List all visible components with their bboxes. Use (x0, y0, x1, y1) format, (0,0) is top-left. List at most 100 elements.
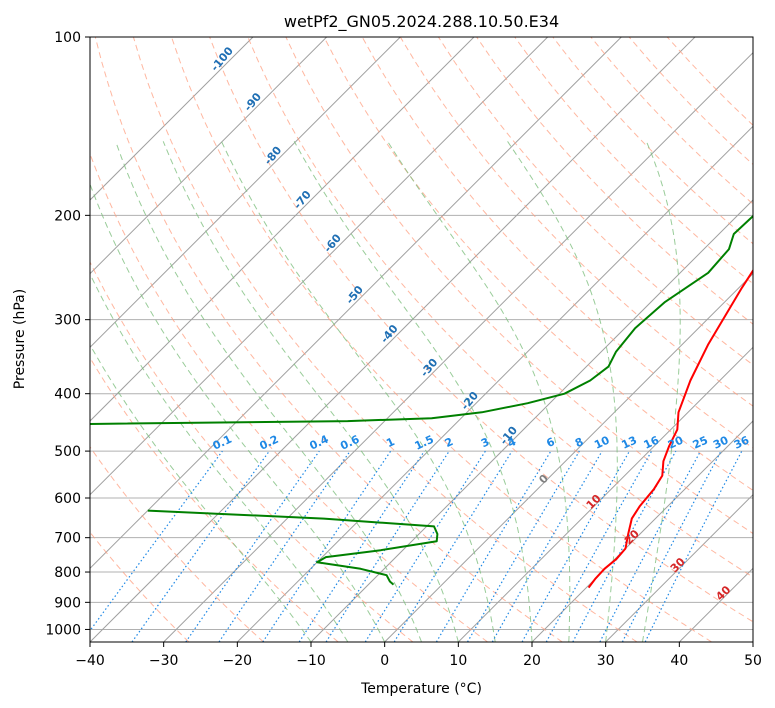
dry-adiabat-label: -50 (343, 283, 366, 307)
plot-frame (89, 36, 754, 643)
mixing-ratio-label: 0.1 (211, 433, 234, 453)
mixing-ratio-label: 10 (592, 433, 612, 451)
dry-adiabat (437, 37, 753, 366)
moist-adiabat-label: 10 (584, 492, 604, 512)
dry-adiabat (323, 37, 753, 491)
mixing-ratio-label: 25 (691, 434, 710, 452)
dry-adiabat-label: -90 (241, 90, 264, 114)
mixing-ratio-line (521, 450, 631, 642)
mixing-ratio-label: 30 (711, 433, 731, 451)
dry-adiabat (590, 37, 753, 205)
mixing-ratio-label: 13 (620, 434, 639, 452)
dry-adiabat (90, 152, 488, 642)
x-tick-label: −30 (149, 653, 179, 669)
x-tick-label: 50 (744, 653, 762, 669)
dry-adiabat-label: -60 (321, 231, 344, 255)
dry-adiabat (552, 37, 753, 245)
mixing-ratio-label: 2 (443, 435, 455, 450)
moist-adiabat (387, 141, 571, 642)
x-tick-label: −20 (223, 653, 253, 669)
dry-adiabat-label: -70 (291, 188, 314, 212)
mixing-ratio-line (90, 450, 223, 632)
isotherm-line (531, 420, 753, 642)
moist-adiabat (162, 141, 459, 642)
mixing-ratio-label: 20 (666, 433, 686, 451)
moist-adiabat-label: 20 (622, 527, 642, 547)
isotherm-line (605, 493, 753, 642)
y-tick-label: 400 (54, 387, 81, 403)
mixing-ratio-line (218, 450, 351, 642)
x-tick-label: −40 (75, 653, 105, 669)
mixing-ratio-label: 16 (642, 433, 662, 451)
y-tick-label: 300 (54, 313, 81, 329)
dry-adiabat (171, 37, 712, 642)
moist-adiabat (90, 343, 312, 642)
mixing-ratio-line (325, 450, 450, 642)
y-tick-label: 700 (54, 531, 81, 547)
dry-adiabat (285, 37, 753, 535)
isotherm-line (90, 37, 549, 496)
x-axis-label: Temperature (°C) (360, 681, 482, 697)
mixing-ratio-line (364, 450, 486, 642)
y-tick-label: 200 (54, 208, 81, 224)
y-tick-label: 600 (54, 491, 81, 507)
mixing-ratio-label: 1 (384, 435, 396, 450)
x-tick-label: 20 (523, 653, 541, 669)
x-tick-label: −10 (296, 653, 326, 669)
y-tick-label: 800 (54, 565, 81, 581)
moist-adiabat (90, 272, 349, 642)
mixing-ratio-line (262, 450, 392, 642)
dewpoint-profile (90, 214, 753, 425)
dry-adiabat-label: -80 (262, 144, 285, 168)
dry-adiabat (132, 37, 638, 642)
y-axis-label: Pressure (hPa) (12, 289, 28, 389)
x-tick-label: 0 (380, 653, 389, 669)
y-tick-label: 1000 (45, 622, 81, 638)
mixing-ratio-line (545, 450, 653, 642)
isotherm-line (90, 37, 622, 570)
dry-adiabat (514, 37, 753, 285)
x-tick-label: 30 (597, 653, 615, 669)
mixing-ratio-line (435, 450, 552, 642)
dry-adiabat (90, 446, 264, 642)
x-tick-label: 40 (670, 653, 688, 669)
dry-adiabat (90, 260, 414, 642)
isotherm-line (90, 37, 401, 349)
dry-adiabat-label: -20 (458, 389, 481, 413)
isotherm-line (90, 37, 696, 642)
dry-adiabat (90, 531, 190, 642)
isotherm-line (90, 37, 328, 275)
isotherm-line (90, 37, 254, 201)
moist-adiabat (507, 141, 618, 642)
mixing-ratio-line (599, 450, 702, 642)
isotherm-line (90, 37, 475, 422)
y-tick-label: 500 (54, 444, 81, 460)
mixing-ratio-label: 4 (506, 435, 519, 450)
mixing-ratio-label: 0.4 (307, 432, 330, 452)
mixing-ratio-line (131, 450, 270, 642)
isotherm-line (236, 125, 753, 642)
moist-adiabat (90, 182, 386, 642)
chart-title: wetPf2_GN05.2024.288.10.50.E34 (284, 12, 559, 32)
dry-adiabat-label: -40 (378, 322, 401, 346)
mixing-ratio-label: 0.2 (257, 433, 280, 453)
dry-adiabat (209, 37, 753, 623)
dry-adiabat-label: -30 (418, 356, 441, 380)
dry-adiabat-label: -100 (208, 44, 236, 74)
dewpoint-profile (147, 509, 439, 586)
mixing-ratio-line (393, 450, 513, 642)
dry-adiabat (90, 356, 339, 642)
mixing-ratio-line (466, 450, 580, 642)
mixing-ratio-line (185, 450, 320, 642)
dry-adiabat (666, 37, 753, 126)
dry-adiabat (247, 37, 753, 578)
x-tick-label: 10 (449, 653, 467, 669)
isotherm-line (384, 272, 753, 642)
mixing-ratio-line (491, 450, 603, 642)
mixing-ratio-line (644, 450, 743, 642)
dry-adiabat (94, 37, 563, 642)
isotherm-line (678, 567, 753, 642)
dry-adiabat (476, 37, 753, 325)
temperature-profile (587, 268, 753, 589)
